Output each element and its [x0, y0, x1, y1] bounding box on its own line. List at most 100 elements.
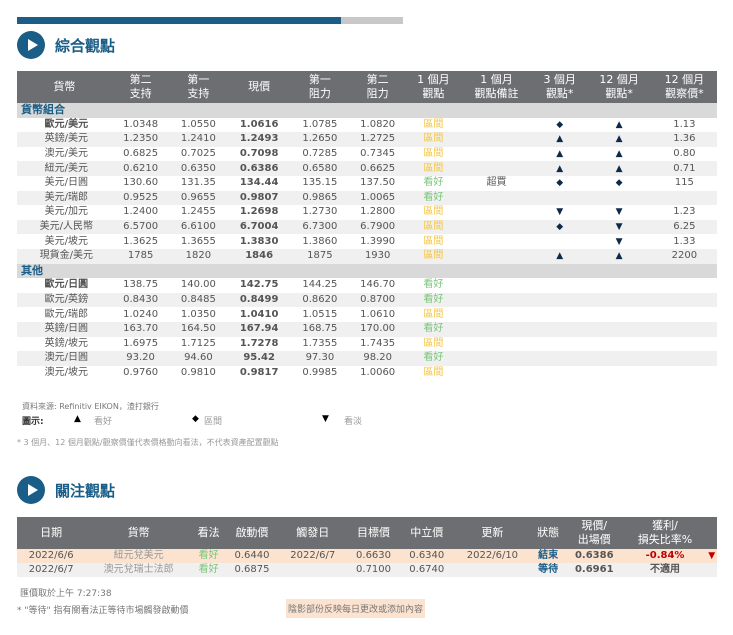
cell: 164.50 — [169, 321, 228, 337]
cell: 0.9655 — [169, 190, 228, 206]
cell: 看好 — [406, 351, 461, 366]
column-header: 狀態 — [531, 517, 565, 549]
cell: 144.25 — [302, 279, 338, 291]
cell: 0.6340 — [400, 549, 454, 563]
cell: 看好 — [423, 177, 444, 189]
up-icon: ▲ — [556, 149, 564, 160]
cell: 168.75 — [291, 321, 349, 337]
cell: 澳元/日圓 — [17, 351, 112, 366]
group-name: 其他 — [17, 263, 717, 279]
cell — [460, 132, 533, 147]
cell: 163.70 — [111, 321, 170, 337]
cell: 1.2650 — [291, 132, 349, 147]
cell: 1.23 — [673, 206, 696, 218]
cell: 131.35 — [180, 177, 216, 189]
diamond-icon: ◆ — [532, 219, 587, 235]
cell: 2022/6/7 — [278, 549, 347, 563]
column-header: 目標價 — [346, 517, 401, 549]
cell — [278, 563, 347, 577]
cell: 美元/加元 — [44, 206, 89, 218]
cell: 1.0240 — [123, 308, 159, 320]
cell: 1.7435 — [360, 337, 396, 349]
cell: 170.00 — [348, 321, 407, 337]
cell — [460, 292, 533, 308]
cell — [460, 219, 533, 235]
column-header: 貨幣 — [17, 71, 112, 103]
cell: 0.7285 — [302, 148, 338, 160]
cell: 英鎊/坡元 — [44, 337, 89, 349]
cell: 超買 — [486, 177, 507, 189]
down-icon: ▼ — [615, 207, 623, 218]
cell: 0.6580 — [291, 161, 349, 176]
play-icon[interactable] — [17, 476, 45, 504]
table-row: 美元/坡元 1.3625 1.3655 1.3830 1.3860 1.3990 區間 ▼ 1.… — [17, 234, 717, 249]
cell: 區間 — [423, 308, 444, 320]
down-arrow-icon: ▼ — [706, 549, 717, 563]
up-icon: ▲ — [532, 248, 587, 264]
cell: 1.36 — [651, 132, 717, 147]
cell: 1.7355 — [302, 337, 338, 349]
empty-cell — [532, 351, 587, 366]
cell: 167.94 — [227, 321, 291, 337]
table-row: 澳元/美元 0.6825 0.7025 0.7098 0.7285 0.7345 區間 ▲ ▲ 0… — [17, 147, 717, 162]
cell: 區間 — [423, 235, 444, 247]
cell — [460, 278, 533, 293]
cell: 紐元/美元 — [17, 161, 112, 176]
up-icon: ▲ — [615, 119, 623, 130]
cell: 0.7098 — [239, 148, 279, 160]
cell: 澳元/坡元 — [44, 366, 89, 378]
cell — [460, 337, 533, 352]
cell: 歐元/美元 — [44, 118, 89, 130]
cell: 6.6100 — [169, 219, 228, 235]
table-row: 現貨金/美元 1785 1820 1846 1875 1930 區間 ▲ ▲ 2200 — [17, 248, 717, 264]
cell — [460, 161, 533, 176]
cell: 130.60 — [123, 177, 159, 189]
legend-up: 看好 — [94, 417, 113, 427]
cell: 區間 — [423, 337, 444, 349]
cell — [651, 292, 717, 308]
table-row: 美元/人民幣 6.5700 6.6100 6.7004 6.7300 6.7900 區間 ◆ ▼… — [17, 219, 717, 235]
cell: 6.25 — [651, 219, 717, 235]
empty-cell — [706, 563, 717, 577]
table-row: 歐元/日圓 138.75 140.00 142.75 144.25 146.70 看好 — [17, 278, 717, 293]
cell — [460, 147, 533, 162]
cell: 0.9760 — [123, 366, 159, 378]
empty-cell — [586, 351, 652, 366]
empty-cell — [587, 366, 652, 381]
cell: 1.3655 — [180, 235, 216, 247]
cell: 115 — [674, 177, 694, 189]
cell: 97.30 — [291, 351, 349, 366]
column-header: 看法 — [191, 517, 226, 549]
empty-cell — [533, 234, 587, 249]
empty-cell — [533, 337, 587, 352]
cell: 歐元/瑞郎 — [44, 308, 89, 320]
cell: 138.75 — [123, 279, 159, 291]
cell: 區間 — [406, 219, 461, 235]
cell: 0.6875 — [225, 563, 279, 577]
cell: 歐元/日圓 — [44, 279, 89, 291]
cell: 2022/6/7 — [17, 563, 86, 577]
cell: -0.84% — [623, 549, 707, 563]
empty-cell — [533, 278, 587, 293]
cell: 0.80 — [673, 148, 696, 160]
cell — [460, 366, 533, 381]
empty-cell — [586, 321, 652, 337]
cell: 1.0065 — [348, 190, 407, 206]
cell — [651, 190, 717, 206]
play-icon[interactable] — [17, 31, 45, 59]
cell: 英鎊/日圓 — [17, 321, 112, 337]
empty-cell — [587, 278, 652, 293]
shade-note: 陰影部份反映每日更改或添加內容 — [286, 599, 426, 618]
cell: 0.6386 — [227, 161, 291, 176]
cell: 1.33 — [673, 235, 696, 247]
cell: 看好 — [406, 321, 461, 337]
diamond-icon: ◆ — [615, 178, 623, 189]
cell: 1.13 — [673, 118, 696, 130]
rate-time: 匯價取於上午 7:27:38 — [20, 589, 112, 599]
table-row: 英鎊/日圓 163.70 164.50 167.94 168.75 170.00 看好 — [17, 321, 717, 337]
cell: 1.2350 — [111, 132, 170, 147]
cell: 區間 — [423, 148, 444, 160]
cell: 美元/坡元 — [44, 235, 89, 247]
cell: 1.6975 — [123, 337, 159, 349]
cell — [652, 366, 717, 381]
